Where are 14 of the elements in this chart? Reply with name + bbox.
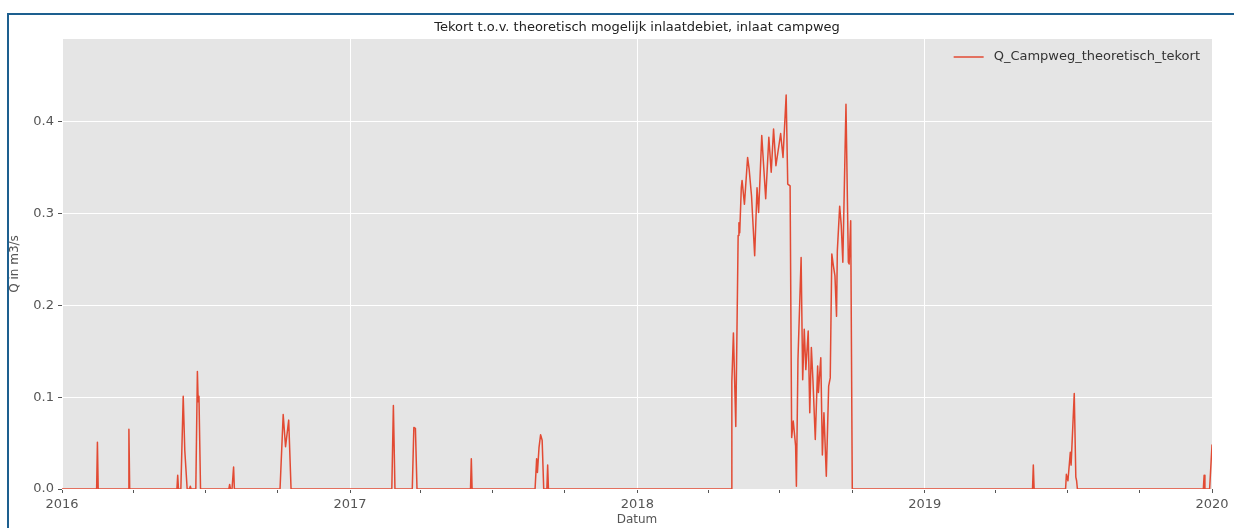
x-tick-label: 2018 <box>620 496 654 512</box>
y-axis-title: Q in m3/s <box>7 235 22 293</box>
y-tick-label: 0.3 <box>33 204 54 220</box>
x-tick-label: 2016 <box>45 496 79 512</box>
y-tick-label: 0.0 <box>33 480 54 496</box>
chart-title: Tekort t.o.v. theoretisch mogelijk inlaatdebiet, inlaat campweg <box>433 19 840 35</box>
y-tick-label: 0.4 <box>33 113 54 129</box>
x-tick-label: 2017 <box>333 496 367 512</box>
y-tick-label: 0.2 <box>33 296 54 312</box>
y-tick-label: 0.1 <box>33 388 54 404</box>
legend-label: Q_Campweg_theoretisch_tekort <box>993 48 1200 64</box>
x-tick-label: 2020 <box>1195 496 1229 512</box>
x-axis-title: Datum <box>616 511 658 526</box>
x-tick-label: 2019 <box>908 496 942 512</box>
